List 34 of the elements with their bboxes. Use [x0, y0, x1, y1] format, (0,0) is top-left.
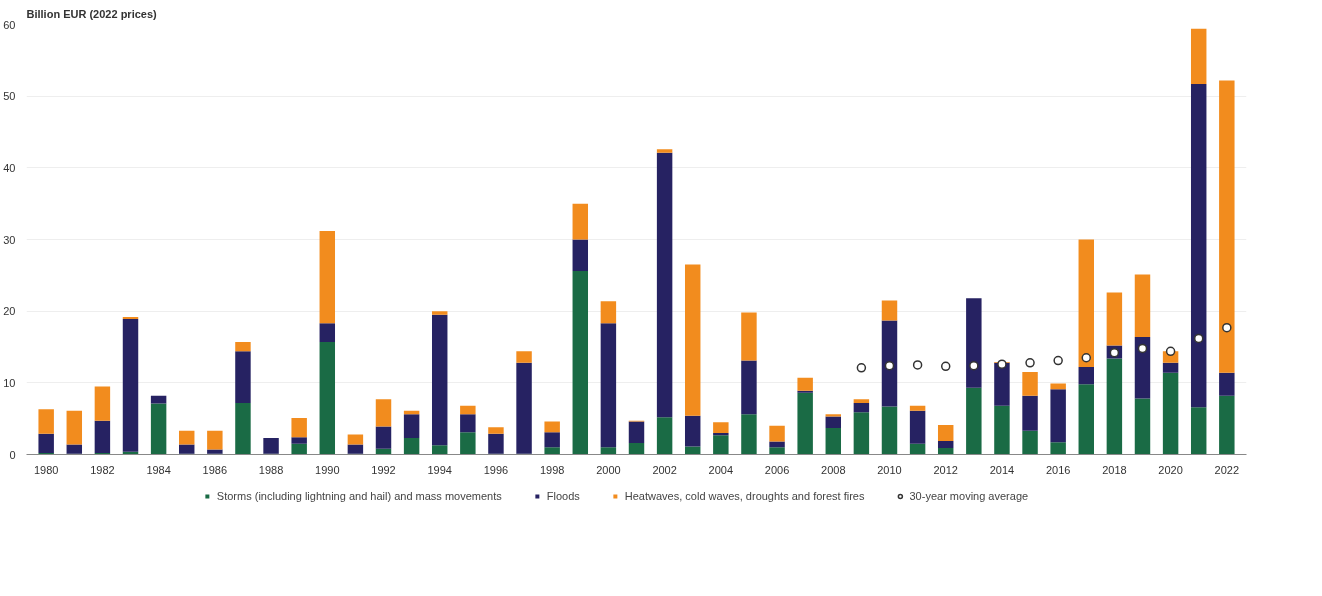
x-tick-label: 2000 — [596, 463, 621, 476]
x-tick-label: 1992 — [371, 463, 396, 476]
legend-label: 30-year moving average — [909, 490, 1029, 502]
x-tick-label: 1984 — [146, 463, 171, 476]
x-tick-label: 2012 — [933, 463, 958, 476]
x-tick-label: 1988 — [258, 463, 284, 476]
legend-label: Heatwaves, cold waves, droughts and forest fires — [624, 490, 865, 502]
x-tick-label: 2020 — [1158, 463, 1183, 476]
x-tick-label: 2022 — [1214, 463, 1240, 476]
x-tick-label: 1982 — [90, 463, 115, 476]
x-tick-label: 2008 — [821, 463, 846, 476]
x-tick-label: 1998 — [539, 463, 565, 476]
y-tick-label: 60 — [3, 18, 16, 31]
legend-label: Storms (including lightning and hail) and mass movements — [216, 490, 502, 502]
y-axis-title: Billion EUR (2022 prices) — [26, 7, 158, 20]
y-tick-label: 40 — [3, 161, 16, 174]
y-tick-label: 0 — [9, 448, 16, 461]
y-tick-label: 30 — [3, 233, 16, 246]
x-tick-label: 1980 — [33, 463, 59, 476]
x-tick-label: 2016 — [1045, 463, 1071, 476]
x-tick-label: 1994 — [427, 463, 452, 476]
y-tick-label: 10 — [3, 376, 16, 389]
x-tick-label: 2014 — [989, 463, 1015, 476]
legend-label: Floods — [546, 490, 580, 502]
x-tick-label: 2002 — [652, 463, 677, 476]
x-tick-label: 2006 — [764, 463, 790, 476]
x-tick-label: 2010 — [877, 463, 902, 476]
x-tick-label: 2004 — [708, 463, 734, 476]
y-tick-label: 20 — [3, 305, 16, 318]
y-tick-label: 50 — [3, 90, 16, 103]
x-tick-label: 1996 — [483, 463, 509, 476]
x-tick-label: 1986 — [202, 463, 228, 476]
x-tick-label: 2018 — [1102, 463, 1127, 476]
x-tick-label: 1990 — [315, 463, 340, 476]
